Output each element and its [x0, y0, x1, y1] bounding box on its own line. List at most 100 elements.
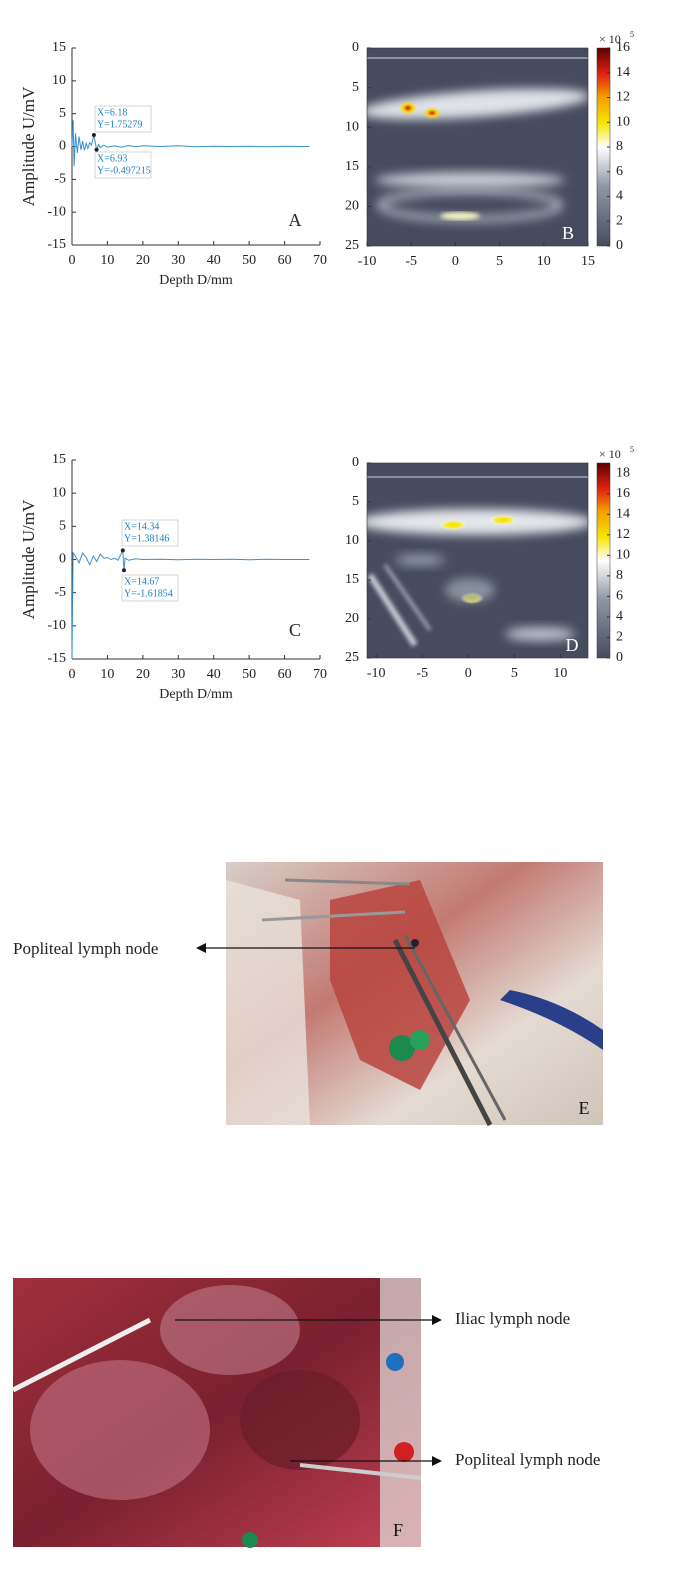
x-tick-label: 30 [171, 253, 185, 268]
heatmap-image [367, 463, 588, 658]
y-tick-label: 10 [345, 119, 359, 134]
panel-letter: D [566, 635, 579, 655]
x-tick-label: 0 [452, 254, 459, 269]
datatip-x: X=14.34 [124, 521, 159, 532]
photo-label: Popliteal lymph node [13, 939, 158, 958]
photo-label: Iliac lymph node [455, 1309, 570, 1328]
panel-letter: E [579, 1098, 590, 1118]
datatip-box [121, 574, 179, 602]
colorbar-exponent: 5 [630, 445, 634, 454]
x-tick-label: 0 [465, 666, 472, 681]
x-tick-label: 5 [511, 666, 518, 681]
x-tick-label: 70 [313, 253, 327, 268]
panel-letter: B [562, 223, 574, 243]
x-tick-label: 50 [242, 253, 256, 268]
colorbar-tick-label: 14 [616, 65, 630, 80]
datatip-box [94, 151, 152, 179]
y-tick-label: 10 [52, 485, 66, 500]
colorbar-tick-label: 10 [616, 114, 630, 129]
colorbar-tick-label: 12 [616, 527, 630, 542]
x-tick-label: 10 [100, 253, 114, 268]
datatip-y: Y=1.38146 [124, 533, 169, 544]
colorbar-tick-label: 10 [616, 548, 630, 563]
colorbar-multiplier: × 10 [599, 447, 621, 461]
y-tick-label: 25 [345, 238, 359, 253]
colorbar-tick-label: 2 [616, 630, 623, 645]
y-tick-label: 20 [345, 611, 359, 626]
y-tick-label: 0 [352, 40, 359, 55]
y-tick-label: -15 [47, 237, 66, 252]
photo-label: Popliteal lymph node [455, 1450, 600, 1469]
colorbar [596, 462, 611, 659]
x-tick-label: 10 [100, 667, 114, 682]
datatip-box [94, 105, 152, 133]
y-tick-label: 25 [345, 650, 359, 665]
colorbar-tick-label: 4 [616, 189, 623, 204]
datatip-marker [121, 568, 126, 573]
colorbar-tick-label: 6 [616, 589, 623, 604]
x-tick-label: 0 [69, 253, 76, 268]
x-tick-label: 20 [136, 667, 150, 682]
panel-letter: A [289, 210, 302, 230]
y-tick-label: 15 [52, 40, 66, 55]
x-tick-label: -10 [367, 666, 386, 681]
datatip-y: Y=1.75279 [97, 119, 142, 130]
colorbar-tick-label: 16 [616, 486, 630, 501]
datatip-marker [91, 132, 96, 137]
arrow-head [196, 943, 206, 953]
y-tick-label: 0 [59, 139, 66, 154]
datatip-x: X=6.18 [97, 107, 127, 118]
arrow-head [432, 1315, 442, 1325]
y-axis-label: Amplitude U/mV [19, 86, 38, 206]
y-tick-label: 20 [345, 199, 359, 214]
datatip-y: Y=-1.61854 [124, 588, 173, 599]
signal-line [71, 550, 310, 660]
x-tick-label: -5 [416, 666, 428, 681]
colorbar-tick-label: 8 [616, 139, 623, 154]
y-tick-label: 15 [52, 452, 66, 467]
x-tick-label: 0 [69, 667, 76, 682]
arrow-head [432, 1456, 442, 1466]
y-tick-label: -15 [47, 651, 66, 666]
colorbar-tick-label: 16 [616, 40, 630, 55]
panel-letter: C [289, 620, 301, 640]
colorbar-multiplier: × 10 [599, 32, 621, 46]
colorbar-tick-label: 0 [616, 650, 623, 665]
colorbar-exponent: 5 [630, 30, 634, 39]
photo [11, 1278, 422, 1548]
colorbar-tick-label: 14 [616, 507, 630, 522]
y-tick-label: 5 [59, 106, 66, 121]
datatip-marker [120, 548, 125, 553]
x-tick-label: 40 [207, 253, 221, 268]
y-tick-label: -10 [47, 204, 66, 219]
y-tick-label: 0 [352, 455, 359, 470]
heatmap-image [367, 48, 588, 246]
x-tick-label: -5 [405, 254, 417, 269]
y-tick-label: 5 [352, 494, 359, 509]
y-tick-label: 0 [59, 552, 66, 567]
colorbar-tick-label: 6 [616, 164, 623, 179]
x-tick-label: 10 [553, 666, 567, 681]
x-tick-label: 30 [171, 667, 185, 682]
y-tick-label: -5 [54, 585, 66, 600]
colorbar-tick-label: 8 [616, 568, 623, 583]
x-tick-label: 15 [581, 254, 595, 269]
x-tick-label: 5 [496, 254, 503, 269]
colorbar-tick-label: 4 [616, 609, 623, 624]
y-tick-label: 15 [345, 572, 359, 587]
datatip-x: X=14.67 [124, 576, 159, 587]
x-axis-label: Depth D/mm [159, 687, 233, 702]
y-tick-label: -5 [54, 172, 66, 187]
datatip-marker [94, 147, 99, 152]
panel-letter: F [393, 1520, 403, 1540]
x-tick-label: 60 [278, 253, 292, 268]
colorbar-tick-label: 2 [616, 213, 623, 228]
y-tick-label: -10 [47, 618, 66, 633]
y-tick-label: 10 [52, 73, 66, 88]
x-tick-label: 20 [136, 253, 150, 268]
plot-frame [366, 462, 589, 659]
x-tick-label: 70 [313, 667, 327, 682]
